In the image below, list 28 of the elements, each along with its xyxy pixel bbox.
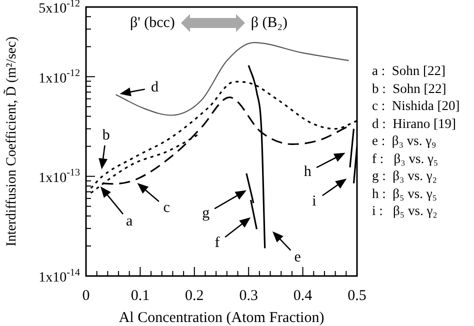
text: a : Sohn [22] — [372, 62, 446, 80]
text: c : Nishida [20] — [372, 97, 460, 114]
annotation: b — [102, 127, 110, 144]
x-tick-label: 0.1 — [130, 288, 150, 304]
annotation: β' (bcc) — [130, 14, 175, 32]
x-tick-label: 0 — [82, 288, 90, 304]
annotation: c — [163, 200, 170, 216]
x-axis-title: Al Concentration (Atom Fraction) — [118, 310, 324, 326]
annotation: a — [126, 214, 134, 230]
text: e : β₃ vs. γ₉ — [372, 132, 438, 150]
annotation: β (B₂) — [250, 14, 288, 32]
text: f : β₃ vs. γ₅ — [372, 150, 440, 167]
x-tick-label: 0.2 — [185, 288, 204, 304]
text: h : β₅ vs. γ₅ — [372, 184, 438, 202]
text: b : Sohn [22] — [372, 80, 448, 97]
annotation: f — [214, 235, 220, 252]
annotation: e — [294, 249, 302, 266]
annotation: i — [312, 193, 316, 210]
text: i : β₅ vs. γ₂ — [372, 202, 438, 220]
annotation: g — [202, 206, 210, 222]
y-axis-title: Interdiffusion Coefficient, D̃ (m²/sec) — [2, 36, 20, 246]
annotation: d — [150, 79, 159, 96]
x-tick-label: 0.3 — [239, 288, 258, 304]
x-tick-label: 0.5 — [348, 288, 366, 304]
text: d : Hirano [19] — [372, 114, 457, 132]
annotation: h — [304, 164, 312, 180]
text: g : β₃ vs. γ₂ — [372, 167, 438, 184]
x-tick-label: 0.4 — [293, 288, 313, 304]
